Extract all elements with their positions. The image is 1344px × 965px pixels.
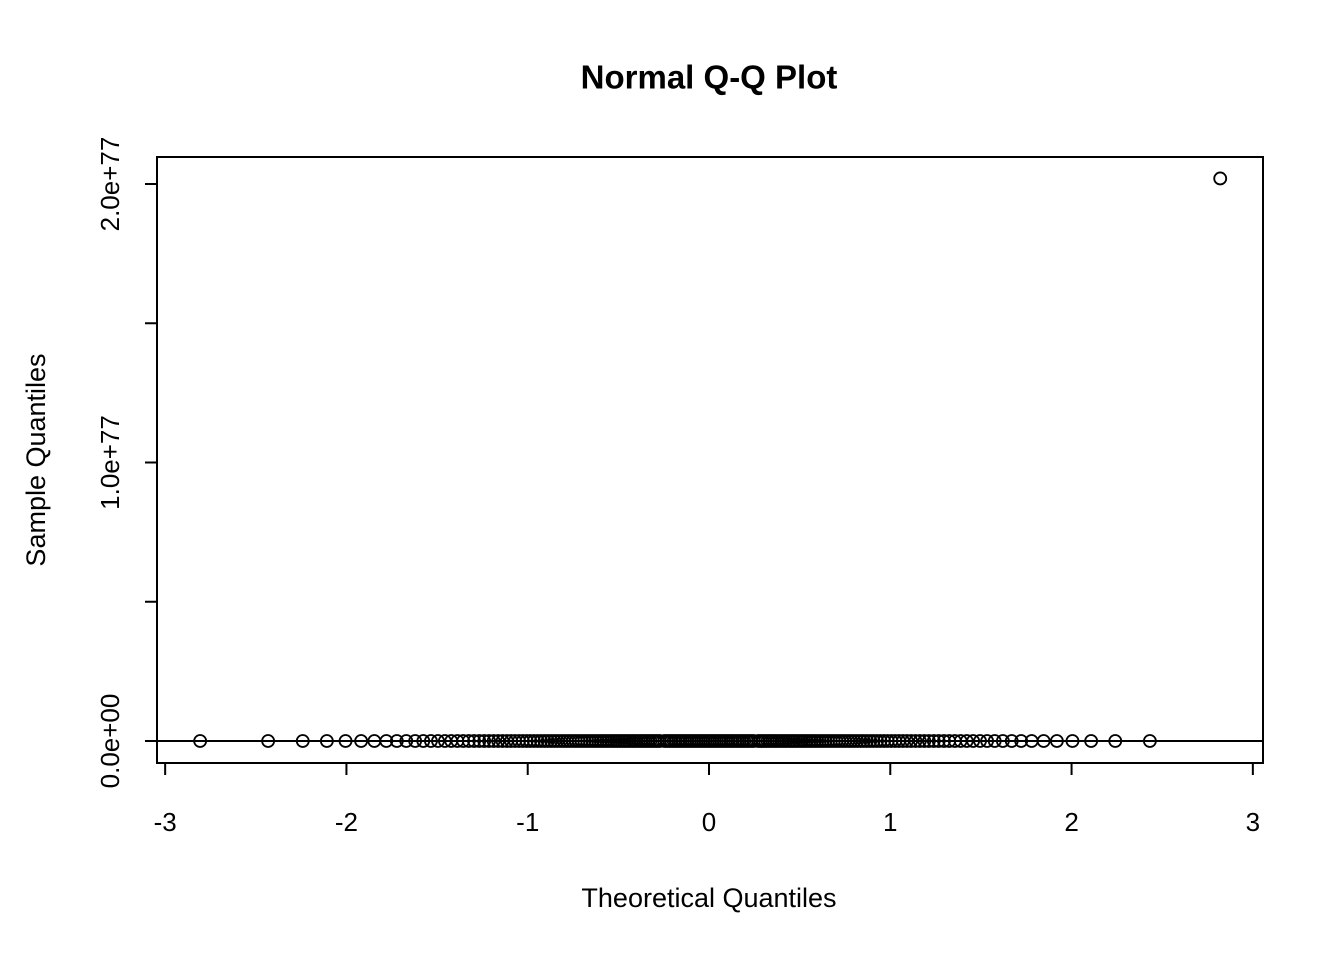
point xyxy=(931,734,946,748)
point xyxy=(1036,734,1051,748)
point xyxy=(389,734,404,748)
point xyxy=(431,734,445,748)
point xyxy=(1049,734,1064,748)
x-axis-label: Theoretical Quantiles xyxy=(581,883,836,913)
x-tick-label: 3 xyxy=(1246,807,1260,837)
point xyxy=(973,734,987,748)
point xyxy=(523,734,538,748)
point xyxy=(937,734,951,748)
point xyxy=(354,734,369,748)
point xyxy=(472,734,487,748)
x-tick-label: -1 xyxy=(516,807,539,837)
point xyxy=(921,734,936,748)
point xyxy=(966,734,981,748)
point xyxy=(482,734,497,748)
point xyxy=(870,734,884,748)
point xyxy=(1014,734,1029,748)
point xyxy=(1065,734,1080,748)
point xyxy=(416,734,431,748)
x-tick-label: 2 xyxy=(1064,807,1078,837)
x-tick-label: -3 xyxy=(154,807,177,837)
point xyxy=(1084,734,1099,748)
point xyxy=(995,734,1010,748)
point xyxy=(408,734,423,748)
x-tick-label: -2 xyxy=(335,807,358,837)
point xyxy=(530,734,545,748)
x-tick-label: 0 xyxy=(702,807,716,837)
y-axis-label: Sample Quantiles xyxy=(21,353,51,566)
point xyxy=(980,734,994,748)
point xyxy=(526,734,541,748)
point xyxy=(1142,734,1157,748)
point xyxy=(193,734,208,748)
point xyxy=(424,734,438,748)
point xyxy=(959,734,974,748)
point xyxy=(456,734,471,748)
point xyxy=(477,734,492,748)
point xyxy=(912,734,927,748)
point xyxy=(540,734,555,748)
point xyxy=(877,734,892,748)
point xyxy=(467,734,481,748)
point xyxy=(399,734,414,748)
y-tick-label: 2.0e+77 xyxy=(95,137,125,232)
point xyxy=(859,734,874,748)
point xyxy=(873,734,888,748)
point xyxy=(908,734,923,748)
point xyxy=(379,734,394,748)
point xyxy=(904,734,919,748)
point xyxy=(295,734,310,748)
point xyxy=(338,734,353,748)
x-tick-label: 1 xyxy=(883,807,897,837)
point xyxy=(987,734,1002,748)
chart-title: Normal Q-Q Plot xyxy=(581,59,838,96)
y-tick-label: 1.0e+77 xyxy=(95,415,125,510)
point xyxy=(1213,171,1228,186)
point xyxy=(1108,734,1123,748)
point xyxy=(486,734,501,748)
point xyxy=(261,734,276,748)
point xyxy=(1004,734,1019,748)
point xyxy=(319,734,334,748)
point xyxy=(917,734,932,748)
point xyxy=(461,734,476,748)
y-tick-label: 0.0e+00 xyxy=(95,694,125,789)
point xyxy=(926,734,941,748)
point xyxy=(534,734,548,748)
point xyxy=(866,734,881,748)
point xyxy=(515,734,530,748)
point xyxy=(519,734,534,748)
